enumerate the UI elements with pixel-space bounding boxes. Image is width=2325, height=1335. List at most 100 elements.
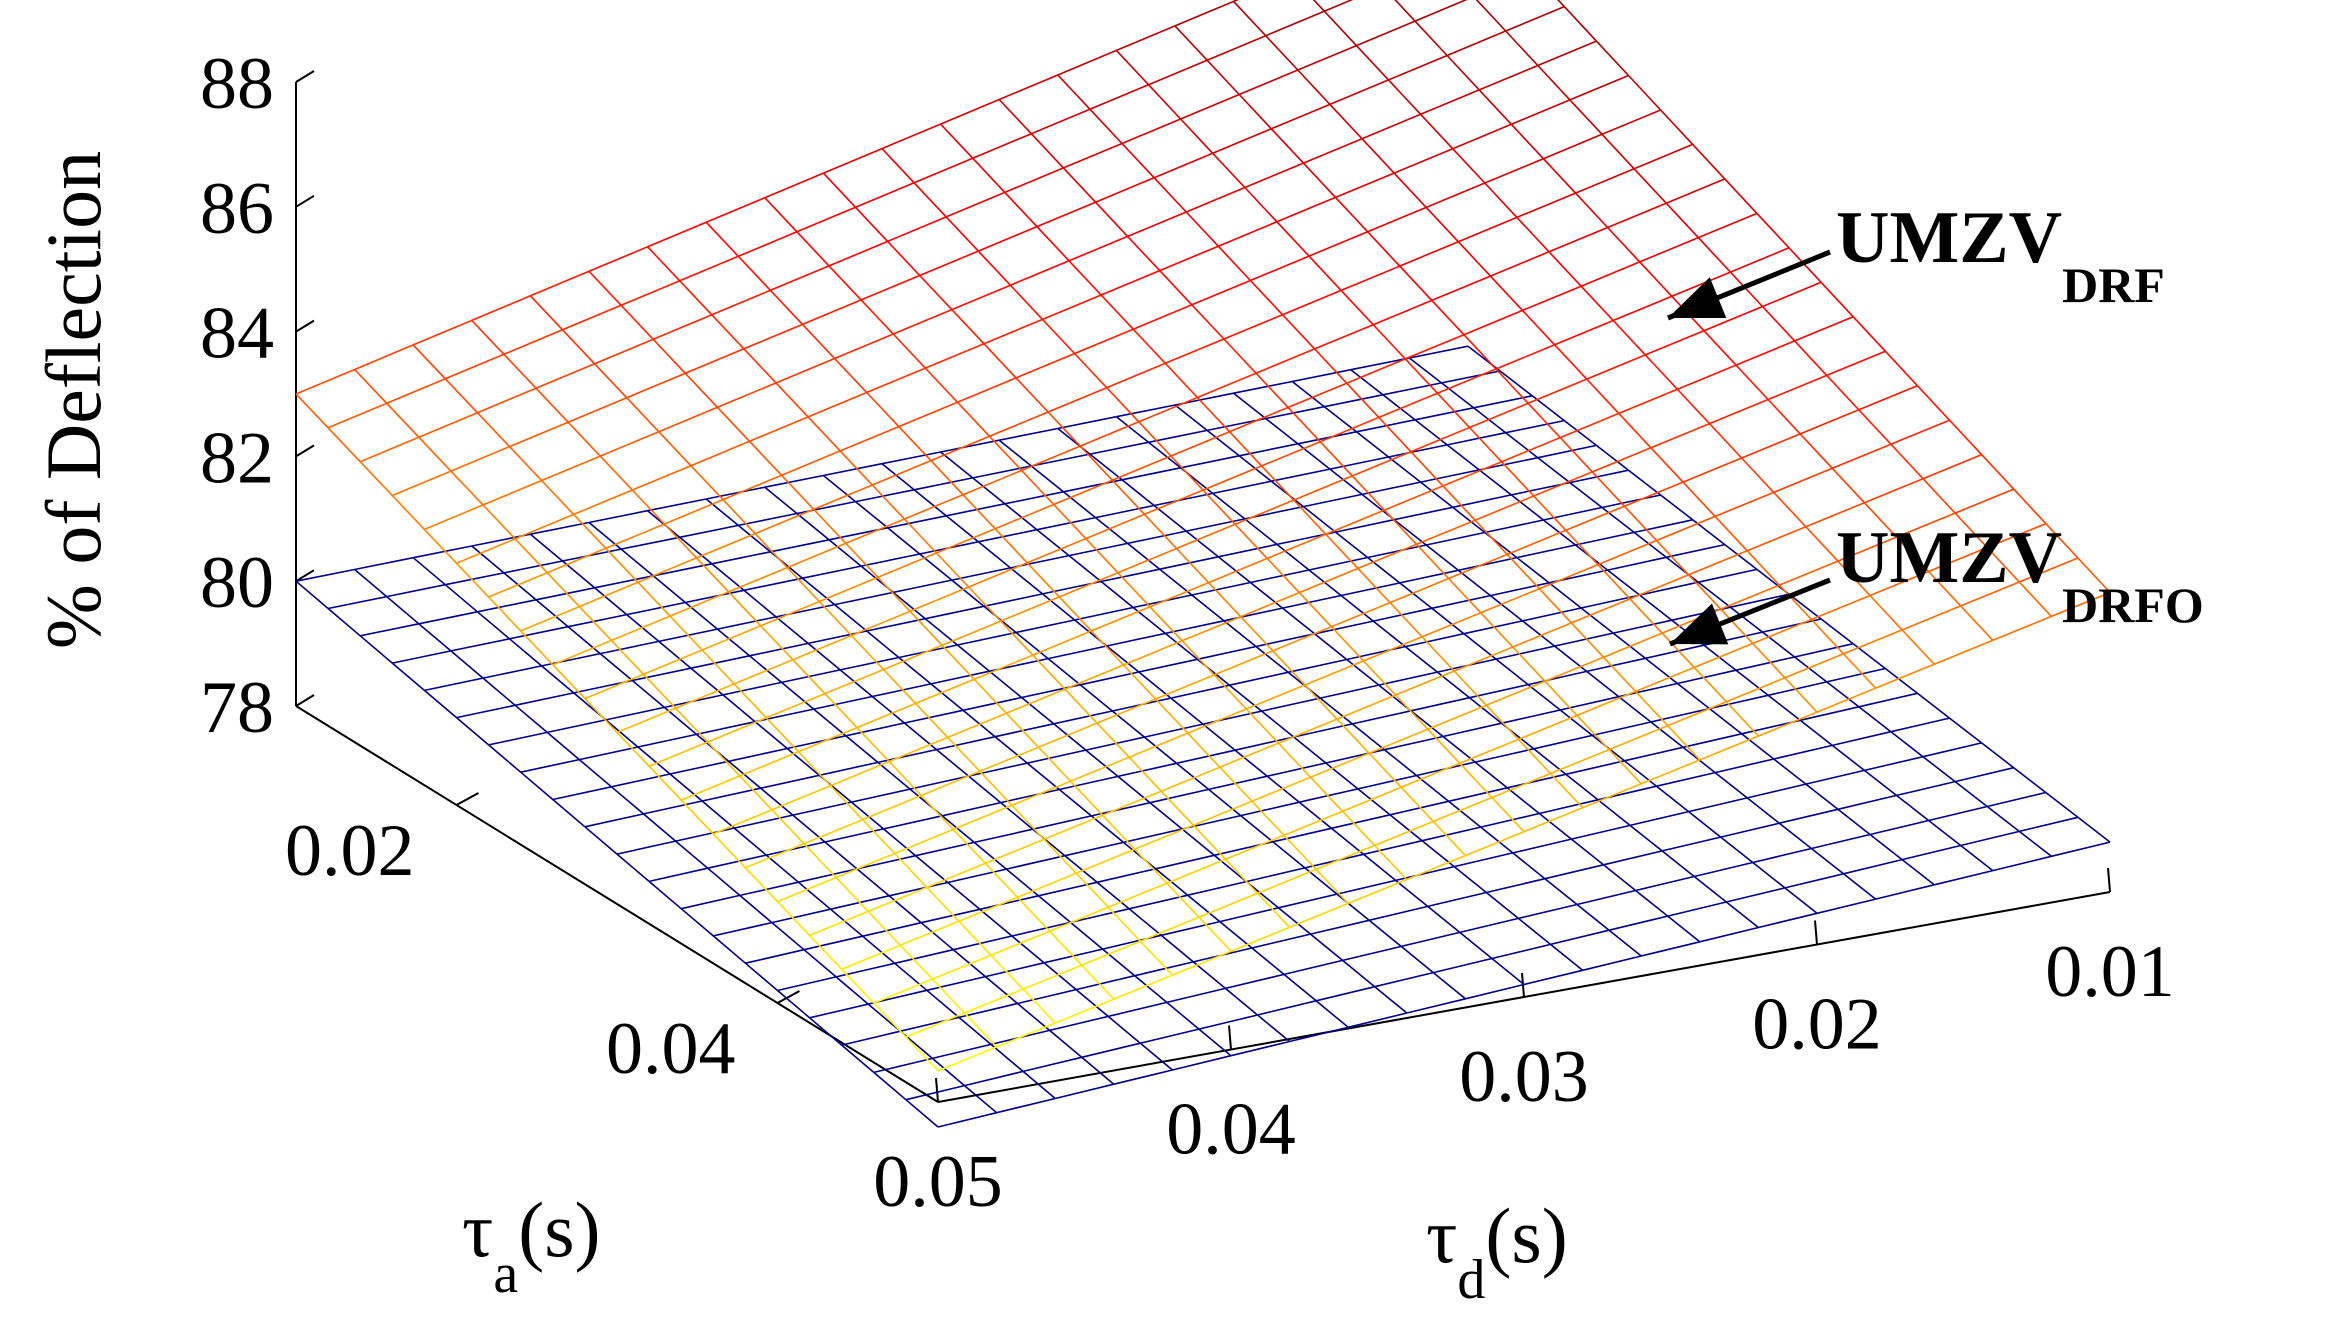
mesh-segment-drf	[739, 750, 799, 777]
mesh-segment-drf	[877, 552, 937, 579]
mesh-segment-drf	[962, 494, 996, 530]
mesh-segment-drf	[1864, 477, 1924, 504]
mesh-segment-drfo	[743, 577, 803, 592]
mesh-segment-drfo	[1570, 838, 1604, 866]
mesh-segment-drf	[1960, 605, 1994, 641]
mesh-segment-drfo	[1463, 620, 1523, 635]
mesh-segment-drf	[1329, 103, 1363, 140]
mesh-segment-drfo	[1399, 569, 1459, 584]
mesh-segment-drf	[1134, 824, 1194, 850]
mesh-segment-drf	[1074, 328, 1134, 355]
mesh-segment-drfo	[1901, 844, 1961, 861]
mesh-segment-drfo	[1049, 1029, 1083, 1058]
mesh-segment-drfo	[1335, 518, 1395, 533]
mesh-segment-drf	[894, 828, 954, 855]
mesh-segment-drf	[1432, 796, 1493, 823]
mesh-segment-drf	[418, 411, 478, 438]
mesh-segment-drf	[1351, 475, 1385, 511]
mesh-segment-drf	[898, 426, 932, 462]
ta-tick-label: 0.02	[285, 810, 415, 892]
mesh-segment-drf	[1516, 192, 1576, 219]
mesh-segment-drf	[1463, 309, 1523, 336]
mesh-segment-drfo	[953, 935, 1013, 951]
mesh-segment-drfo	[1554, 645, 1588, 673]
mesh-segment-drfo	[985, 962, 1045, 978]
mesh-segment-drfo	[658, 640, 692, 669]
mesh-segment-drfo	[1074, 606, 1134, 621]
mesh-segment-drf	[2018, 581, 2052, 617]
mesh-segment-drfo	[1960, 844, 1994, 872]
mesh-segment-drfo	[1522, 620, 1556, 647]
mesh-segment-drf	[841, 944, 901, 971]
mesh-segment-drf	[1410, 426, 1470, 453]
mesh-segment-drf	[588, 246, 648, 273]
mesh-segment-drfo	[1198, 1028, 1232, 1057]
mesh-segment-drfo	[1762, 631, 1796, 658]
mesh-segment-drfo	[1191, 594, 1225, 622]
mesh-segment-drfo	[1601, 506, 1635, 534]
mesh-segment-drfo	[983, 593, 1043, 608]
mesh-segment-drf	[1843, 629, 1903, 655]
mesh-segment-drf	[1811, 594, 1871, 621]
mesh-segment-drfo	[1011, 921, 1071, 937]
mesh-segment-drf	[546, 572, 580, 608]
mesh-segment-drfo	[1393, 519, 1427, 546]
mesh-segment-drfo	[1004, 491, 1064, 505]
drf-arrow-head	[1668, 277, 1727, 318]
mesh-segment-drf	[599, 455, 633, 491]
mesh-segment-drfo	[1368, 919, 1402, 948]
mesh-segment-drfo	[972, 477, 1006, 505]
mesh-segment-drf	[1512, 646, 1546, 682]
mesh-segment-drfo	[327, 607, 361, 637]
mesh-segment-drf	[1725, 701, 1759, 737]
mesh-segment-drfo	[1149, 788, 1209, 804]
mesh-segment-drf	[822, 172, 857, 208]
mesh-segment-drfo	[455, 716, 490, 746]
mesh-segment-drf	[994, 503, 1055, 530]
mesh-segment-drfo	[894, 962, 928, 991]
mesh-segment-drf	[658, 431, 692, 467]
mesh-segment-drf	[1665, 178, 1726, 204]
mesh-segment-drfo	[745, 948, 805, 964]
mesh-segment-drf	[909, 586, 969, 613]
mesh-segment-drfo	[1100, 568, 1160, 583]
mesh-segment-drfo	[712, 935, 746, 964]
mesh-segment-drfo	[801, 577, 836, 606]
mesh-segment-drfo	[1357, 774, 1417, 790]
mesh-segment-drfo	[1448, 800, 1482, 828]
mesh-segment-drf	[883, 644, 943, 671]
mesh-segment-drf	[2018, 557, 2079, 583]
mesh-segment-drf	[931, 978, 966, 1014]
mesh-segment-drfo	[1563, 419, 1597, 447]
mesh-segment-drf	[1767, 398, 1801, 435]
mesh-segment-drf	[1778, 560, 1839, 586]
mesh-segment-drfo	[733, 827, 767, 856]
mesh-segment-drfo	[1255, 645, 1289, 673]
mesh-segment-drfo	[642, 813, 677, 842]
mesh-segment-drfo	[1645, 644, 1705, 660]
mesh-segment-drf	[936, 527, 996, 554]
mesh-segment-drf	[1954, 488, 2015, 514]
mesh-segment-drf	[941, 620, 1002, 647]
mesh-segment-drf	[1096, 698, 1156, 724]
td-tick-label: 0.05	[873, 1141, 1003, 1223]
mesh-segment-drfo	[1229, 671, 1289, 686]
mesh-segment-drfo	[1639, 581, 1699, 596]
mesh-segment-drf	[850, 634, 885, 671]
mesh-segment-drf	[775, 382, 809, 418]
mesh-segment-drf	[712, 809, 773, 835]
mesh-segment-drfo	[1629, 810, 1689, 827]
mesh-segment-drfo	[873, 1071, 907, 1101]
mesh-segment-drf	[1308, 255, 1342, 291]
mesh-segment-drfo	[913, 489, 947, 517]
mesh-segment-drf	[769, 289, 804, 325]
mesh-segment-drf	[1784, 677, 1818, 713]
mesh-segment-drf	[1586, 354, 1646, 380]
mesh-segment-drfo	[1767, 681, 1827, 697]
mesh-segment-drfo	[1289, 1026, 1349, 1043]
mesh-segment-drfo	[1633, 519, 1693, 534]
mesh-segment-drf	[1869, 570, 1929, 597]
mesh-segment-drf	[1351, 450, 1412, 477]
mesh-segment-drf	[679, 255, 739, 282]
mesh-segment-drf	[1047, 386, 1108, 413]
